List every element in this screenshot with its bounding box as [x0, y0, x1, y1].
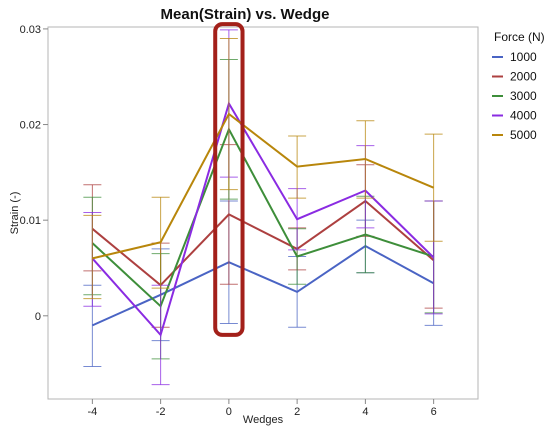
- series-line-1000: [91, 244, 435, 327]
- legend-label: 2000: [510, 70, 537, 84]
- series-5000: [83, 37, 443, 300]
- x-tick-label: 0: [226, 406, 232, 418]
- x-tick-label: -2: [156, 406, 166, 418]
- legend-label: 5000: [510, 128, 537, 142]
- y-axis: 0 0.01 0.02 0.03: [20, 24, 48, 323]
- series-line-2000: [91, 199, 435, 287]
- legend: Force (N) 1000 2000 3000 4000 5000: [492, 30, 545, 142]
- y-tick-label: 0.03: [20, 24, 41, 36]
- plot-frame: [47, 26, 479, 400]
- series-line-3000: [91, 126, 434, 308]
- x-axis-title: Wedges: [243, 414, 284, 426]
- y-tick-label: 0.01: [20, 215, 41, 227]
- legend-title: Force (N): [494, 30, 545, 44]
- legend-label: 3000: [510, 89, 537, 103]
- series-line-5000: [92, 112, 434, 260]
- x-tick-label: -4: [87, 406, 97, 418]
- series-4000: [83, 29, 443, 386]
- x-tick-label: 2: [294, 406, 300, 418]
- x-tick-label: 6: [431, 406, 437, 418]
- series-2000: [83, 144, 443, 328]
- x-axis: -4 -2 0 2 4 6: [87, 399, 437, 418]
- highlight-layer: [213, 22, 245, 337]
- y-tick-label: 0: [35, 311, 41, 323]
- legend-label: 1000: [510, 50, 537, 64]
- x-tick-label: 4: [362, 406, 368, 418]
- y-tick-label: 0.02: [20, 120, 41, 132]
- highlight-box: [213, 22, 245, 337]
- series-3000: [83, 59, 443, 360]
- chart-title: Mean(Strain) vs. Wedge: [161, 6, 330, 23]
- series-layer: [83, 29, 443, 386]
- series-line-4000: [91, 101, 435, 337]
- y-axis-title: Strain (-): [9, 192, 21, 235]
- legend-label: 4000: [510, 109, 537, 123]
